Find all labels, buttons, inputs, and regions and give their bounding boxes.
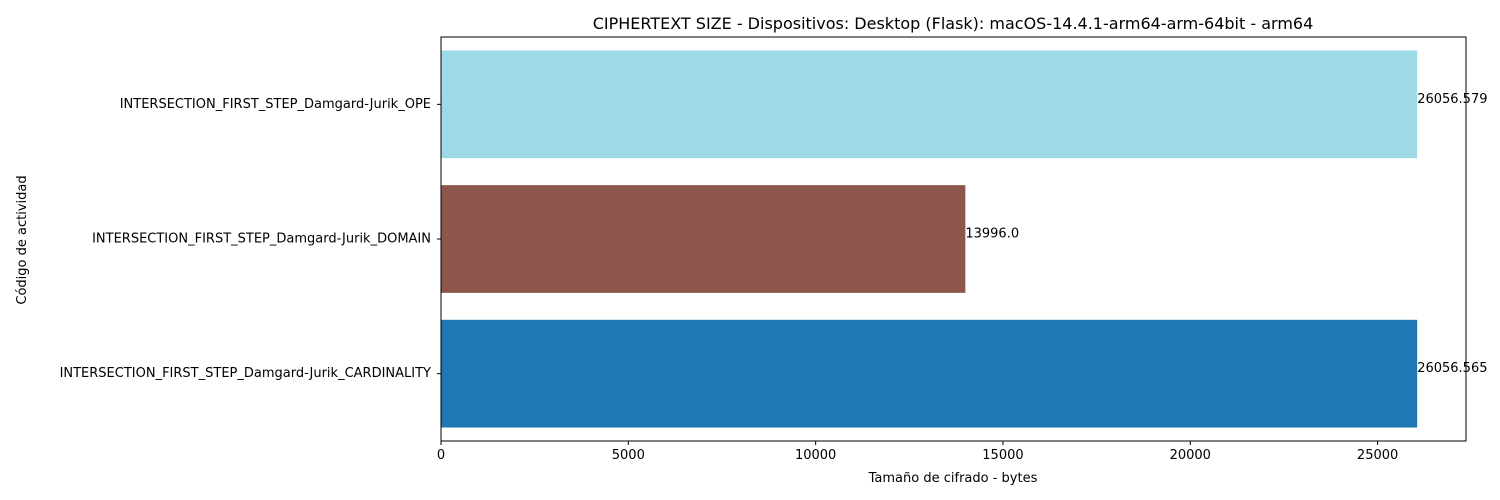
data-label: 26056.579 bbox=[1417, 92, 1487, 107]
y-tick-label: INTERSECTION_FIRST_STEP_Damgard-Jurik_DO… bbox=[92, 232, 431, 247]
x-axis-label: Tamaño de cifrado - bytes bbox=[868, 471, 1038, 486]
x-tick-label: 10000 bbox=[795, 448, 836, 463]
x-tick-label: 5000 bbox=[612, 448, 645, 463]
bars-group bbox=[441, 50, 1418, 428]
data-label: 13996.0 bbox=[965, 227, 1019, 242]
x-tick-label: 25000 bbox=[1357, 448, 1398, 463]
y-tick-labels: INTERSECTION_FIRST_STEP_Damgard-Jurik_CA… bbox=[60, 97, 441, 381]
data-label: 26056.565 bbox=[1417, 361, 1487, 376]
y-axis-label: Código de actividad bbox=[15, 175, 30, 304]
plot-frame bbox=[440, 36, 1467, 442]
data-labels: 26056.565 13996.0 26056.579 bbox=[965, 92, 1487, 376]
x-ticks: 0 5000 10000 15000 20000 25000 bbox=[437, 441, 1398, 463]
x-tick-label: 15000 bbox=[982, 448, 1023, 463]
chart-title: CIPHERTEXT SIZE - Dispositivos: Desktop … bbox=[593, 14, 1314, 33]
bar bbox=[441, 50, 1418, 159]
x-tick-label: 20000 bbox=[1170, 448, 1211, 463]
y-tick-label: INTERSECTION_FIRST_STEP_Damgard-Jurik_OP… bbox=[120, 97, 431, 112]
x-tick-label: 0 bbox=[437, 448, 445, 463]
y-tick-label: INTERSECTION_FIRST_STEP_Damgard-Jurik_CA… bbox=[60, 366, 431, 381]
bar bbox=[441, 185, 966, 293]
bar bbox=[441, 319, 1418, 428]
